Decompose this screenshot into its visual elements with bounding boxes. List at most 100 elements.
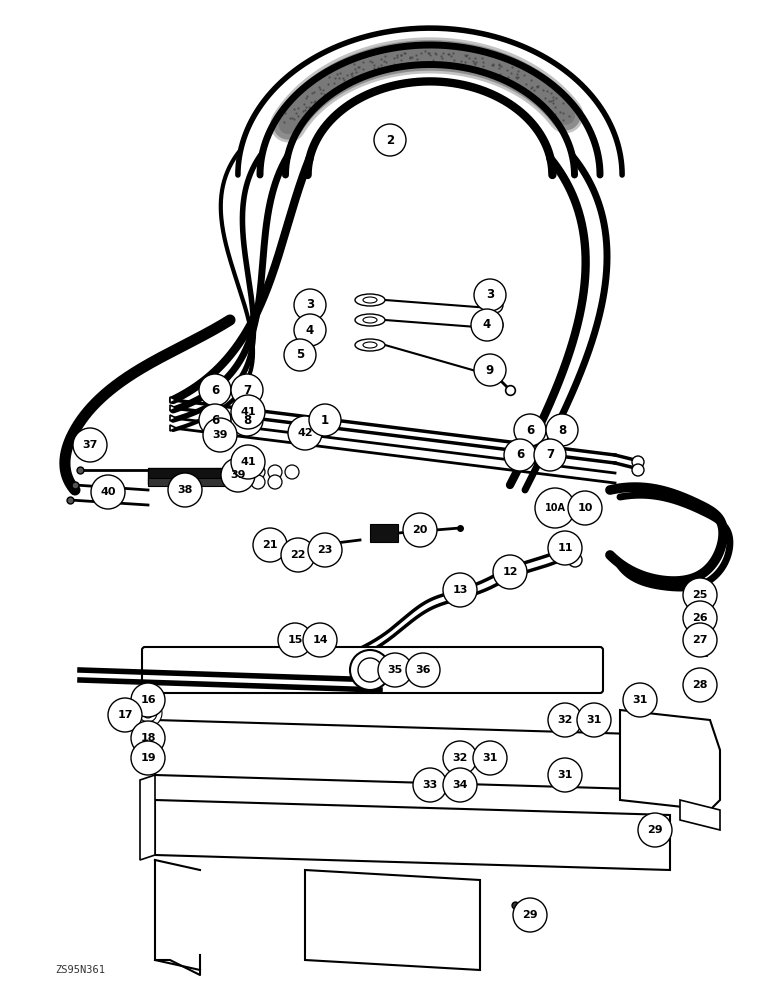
Circle shape [294,314,326,346]
Polygon shape [305,870,480,970]
Text: 33: 33 [422,780,438,790]
Circle shape [231,395,265,429]
Circle shape [632,464,644,476]
Text: 29: 29 [522,910,538,920]
Text: 13: 13 [452,585,468,595]
Circle shape [568,553,582,567]
Polygon shape [155,800,670,870]
Circle shape [288,416,322,450]
Ellipse shape [355,339,385,351]
Text: 23: 23 [317,545,333,555]
Circle shape [199,374,231,406]
Text: 26: 26 [692,613,708,623]
Polygon shape [155,720,670,790]
Text: 4: 4 [306,324,314,336]
Text: 39: 39 [212,430,228,440]
Circle shape [268,475,282,489]
Circle shape [134,699,162,727]
Circle shape [308,533,342,567]
Text: 28: 28 [692,680,708,690]
Text: 6: 6 [211,383,219,396]
Bar [148,468,248,484]
Circle shape [553,717,569,733]
Circle shape [683,668,717,702]
Text: 5: 5 [296,349,304,361]
Circle shape [91,475,125,509]
Text: 19: 19 [141,753,156,763]
Text: 38: 38 [178,485,193,495]
Circle shape [131,741,165,775]
Circle shape [491,301,499,309]
Circle shape [514,414,546,446]
FancyBboxPatch shape [142,647,603,693]
Circle shape [420,780,436,796]
Circle shape [251,475,265,489]
Circle shape [231,404,263,436]
Circle shape [493,555,527,589]
Circle shape [683,578,717,612]
Circle shape [487,297,503,313]
Circle shape [358,658,382,682]
Text: 10A: 10A [544,503,566,513]
Circle shape [309,404,341,436]
Text: 10: 10 [577,503,593,513]
Text: ZS95N361: ZS95N361 [55,965,105,975]
Ellipse shape [363,297,377,303]
Circle shape [406,653,440,687]
Circle shape [168,473,202,507]
Text: 6: 6 [516,448,524,462]
Polygon shape [140,775,155,860]
Circle shape [259,536,277,554]
Text: 4: 4 [482,318,491,332]
Circle shape [447,754,463,770]
Circle shape [139,704,157,722]
Circle shape [632,456,644,468]
Circle shape [451,758,459,766]
Text: 31: 31 [586,715,601,725]
Text: 22: 22 [290,550,306,560]
Text: 6: 6 [211,414,219,426]
Circle shape [471,309,503,341]
Circle shape [231,374,263,406]
Polygon shape [680,800,720,830]
Text: 41: 41 [240,457,256,467]
Text: 36: 36 [415,665,431,675]
Circle shape [683,623,717,657]
Bar [370,524,398,542]
Circle shape [291,551,299,559]
Circle shape [251,465,265,479]
Circle shape [558,548,572,562]
Circle shape [294,289,326,321]
Circle shape [285,465,299,479]
Circle shape [303,623,337,657]
Text: 27: 27 [692,635,708,645]
Circle shape [284,339,316,371]
Circle shape [278,623,312,657]
Text: 16: 16 [141,695,156,705]
Text: 40: 40 [100,487,116,497]
Circle shape [504,439,536,471]
Circle shape [473,741,507,775]
Text: 31: 31 [557,770,573,780]
Ellipse shape [363,317,377,323]
Circle shape [623,683,657,717]
Circle shape [143,708,153,718]
Circle shape [199,404,231,436]
Text: 42: 42 [297,428,313,438]
Circle shape [474,279,506,311]
Circle shape [683,601,717,635]
Circle shape [286,546,304,564]
Circle shape [548,703,582,737]
Circle shape [73,428,107,462]
Text: 37: 37 [83,440,98,450]
Circle shape [378,653,412,687]
Text: 31: 31 [482,753,498,763]
Text: 8: 8 [243,414,251,426]
Text: 3: 3 [306,298,314,312]
Circle shape [474,354,506,386]
Circle shape [443,768,477,802]
Circle shape [374,124,406,156]
Text: 7: 7 [546,448,554,462]
Ellipse shape [363,342,377,348]
Text: 20: 20 [412,525,428,535]
